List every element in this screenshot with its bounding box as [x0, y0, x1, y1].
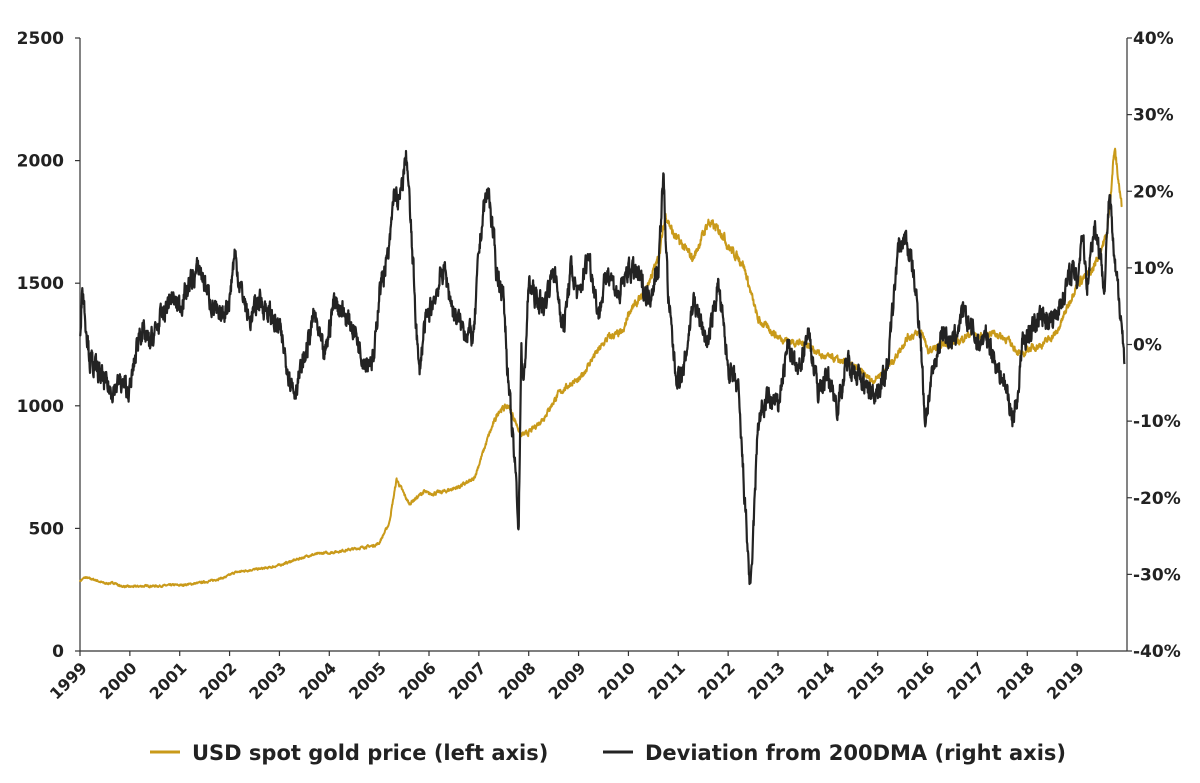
x-tick-label: 2014: [794, 658, 839, 703]
left-tick-label: 2000: [17, 152, 64, 172]
x-tick-label: 2015: [844, 658, 889, 703]
x-tick-label: 2006: [395, 658, 440, 703]
left-axis-ticks: 0 500 1000 1500 2000 2500: [17, 29, 80, 662]
right-tick-label: -30%: [1133, 565, 1181, 585]
x-tick-label: 2004: [295, 658, 340, 703]
x-tick-label: 2000: [96, 658, 141, 703]
plot-area: 0 500 1000 1500 2000 2500 -40% -30% -20% -10% 0% 1…: [17, 29, 1181, 703]
right-tick-label: 0%: [1133, 336, 1162, 356]
x-tick-label: 2002: [195, 658, 240, 703]
left-tick-label: 1500: [17, 274, 64, 294]
x-tick-label: 2011: [644, 658, 689, 703]
x-tick-label: 2013: [744, 658, 789, 703]
series-line-gold-price: [79, 147, 1123, 589]
x-tick-label: 2017: [943, 658, 988, 703]
left-tick-label: 1000: [17, 397, 64, 417]
left-tick-label: 500: [29, 519, 65, 539]
series-layer: [79, 147, 1126, 589]
x-tick-label: 2010: [594, 658, 639, 703]
left-tick-label: 0: [52, 642, 64, 662]
right-axis-ticks: -40% -30% -20% -10% 0% 10% 20% 30% 40%: [1127, 29, 1181, 662]
right-tick-label: 30%: [1133, 106, 1174, 126]
x-tick-label: 2007: [445, 658, 490, 703]
x-tick-label: 2009: [544, 658, 589, 703]
right-tick-label: 40%: [1133, 29, 1174, 49]
legend-label-deviation: Deviation from 200DMA (right axis): [645, 741, 1066, 765]
x-axis-ticks: 1999 2000 2001 2002 2003 2004 2005 2006 2007 2008…: [46, 651, 1088, 703]
x-tick-label: 2008: [495, 658, 540, 703]
x-tick-label: 2003: [245, 658, 290, 703]
x-tick-label: 1999: [46, 658, 91, 703]
x-tick-label: 2018: [993, 658, 1038, 703]
series-line-deviation: [79, 149, 1126, 586]
x-tick-label: 2019: [1043, 658, 1088, 703]
x-tick-label: 2012: [694, 658, 739, 703]
x-tick-label: 2001: [146, 658, 191, 703]
right-tick-label: -10%: [1133, 412, 1181, 432]
legend: USD spot gold price (left axis) Deviatio…: [150, 741, 1066, 765]
right-tick-label: 20%: [1133, 182, 1174, 202]
right-tick-label: -20%: [1133, 489, 1181, 509]
legend-label-gold: USD spot gold price (left axis): [192, 741, 548, 765]
x-tick-label: 2005: [345, 658, 390, 703]
right-tick-label: -40%: [1133, 642, 1181, 662]
x-tick-label: 2016: [893, 658, 938, 703]
right-tick-label: 10%: [1133, 259, 1174, 279]
left-tick-label: 2500: [17, 29, 64, 49]
